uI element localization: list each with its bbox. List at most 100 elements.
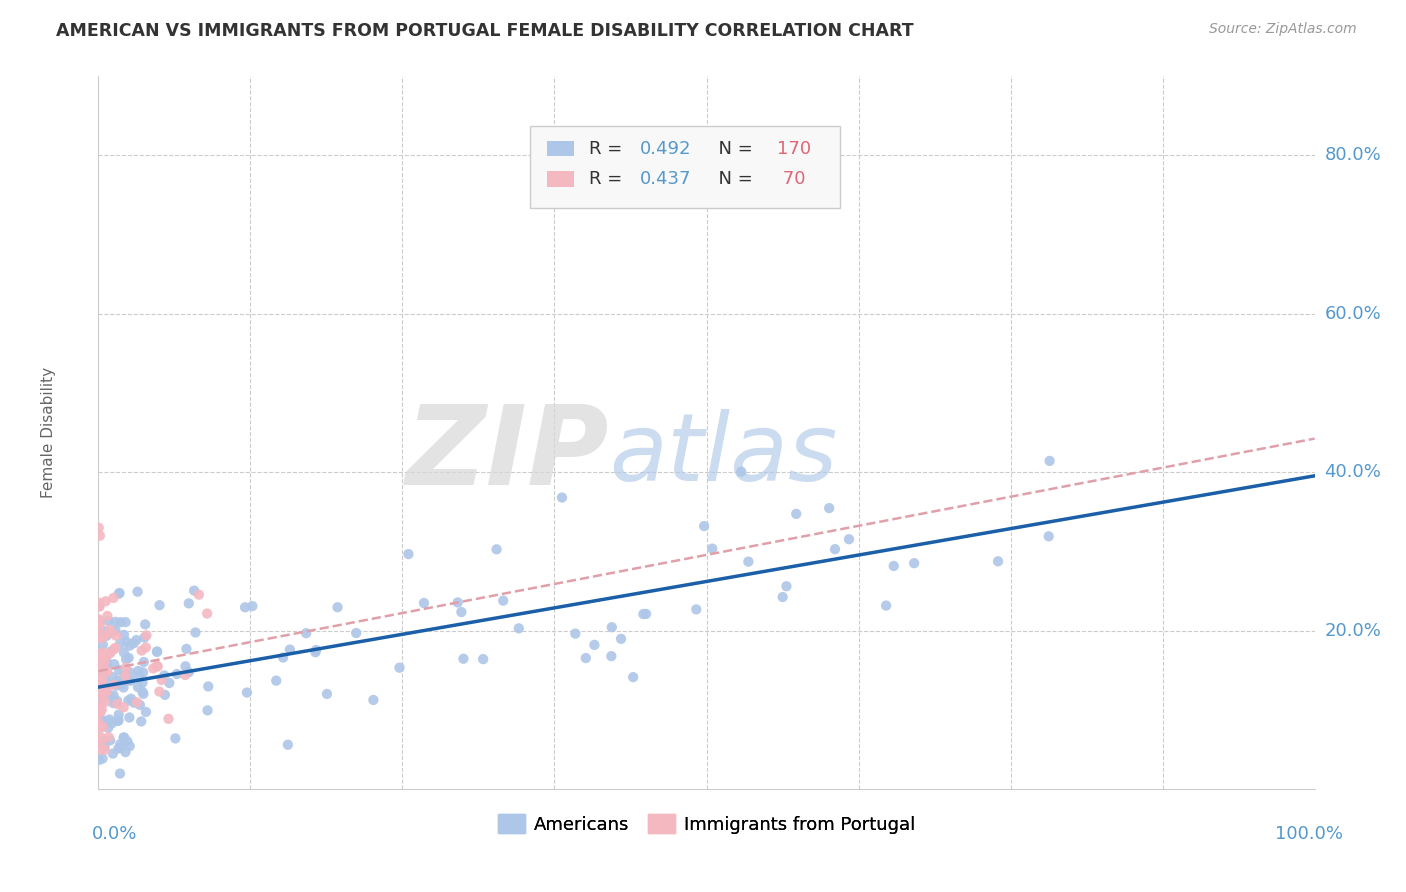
Point — [97, 721, 120, 735]
Point — [122, 636, 145, 650]
Point — [177, 665, 200, 680]
Point — [96, 665, 118, 679]
Point — [112, 645, 135, 659]
Point — [174, 668, 197, 682]
Point — [103, 591, 125, 605]
Point — [115, 667, 138, 681]
Point — [91, 720, 114, 734]
Point — [135, 640, 157, 655]
Point — [87, 708, 110, 723]
Point — [94, 660, 117, 674]
Point — [91, 673, 114, 688]
Point — [87, 622, 110, 636]
Point — [96, 648, 118, 662]
Point — [87, 521, 110, 535]
Point — [1038, 529, 1060, 543]
Point — [388, 661, 411, 675]
Point — [93, 686, 115, 700]
Point — [838, 533, 860, 547]
Point — [89, 690, 111, 705]
Point — [96, 629, 118, 643]
Point — [195, 607, 218, 621]
Point — [110, 740, 132, 755]
Point — [91, 734, 114, 748]
Point — [177, 596, 200, 610]
Point — [146, 645, 169, 659]
Point — [396, 547, 419, 561]
Point — [87, 653, 110, 667]
Point — [450, 605, 472, 619]
Point — [153, 668, 176, 682]
Point — [120, 691, 142, 706]
Point — [98, 646, 121, 660]
Point — [104, 624, 127, 638]
Point — [105, 629, 128, 643]
Point — [87, 657, 110, 672]
Point — [87, 660, 110, 674]
Point — [610, 632, 633, 646]
Point — [98, 713, 121, 727]
Point — [693, 519, 716, 533]
Point — [90, 695, 112, 709]
Point — [87, 753, 110, 767]
Point — [91, 665, 114, 679]
Point — [131, 675, 153, 690]
Point — [103, 693, 125, 707]
Point — [135, 628, 157, 642]
Point — [89, 529, 111, 543]
Text: Source: ZipAtlas.com: Source: ZipAtlas.com — [1209, 22, 1357, 37]
Point — [101, 696, 124, 710]
Point — [305, 643, 328, 657]
Point — [108, 587, 131, 601]
Point — [271, 650, 294, 665]
Point — [110, 737, 132, 751]
Point — [304, 645, 326, 659]
Point — [875, 599, 897, 613]
Point — [89, 657, 111, 672]
Point — [89, 599, 111, 614]
Point — [157, 676, 180, 690]
Point — [107, 741, 129, 756]
Point — [103, 657, 125, 672]
Point — [91, 680, 114, 694]
Point — [97, 689, 120, 703]
Point — [987, 554, 1010, 568]
Point — [97, 677, 120, 691]
Point — [87, 644, 110, 658]
Point — [89, 743, 111, 757]
Point — [87, 657, 110, 671]
Point — [91, 751, 114, 765]
Point — [583, 638, 606, 652]
Point — [120, 673, 142, 688]
Point — [685, 602, 707, 616]
Text: 0.0%: 0.0% — [91, 825, 136, 843]
Point — [93, 650, 115, 665]
Point — [344, 626, 367, 640]
Point — [89, 616, 111, 631]
Point — [150, 673, 173, 687]
Point — [883, 558, 905, 573]
Point — [98, 733, 121, 747]
Point — [772, 590, 794, 604]
FancyBboxPatch shape — [547, 171, 574, 187]
Point — [89, 706, 111, 720]
Point — [326, 600, 349, 615]
Text: 20.0%: 20.0% — [1324, 622, 1381, 640]
Text: N =: N = — [707, 140, 758, 158]
Point — [112, 681, 135, 695]
Text: AMERICAN VS IMMIGRANTS FROM PORTUGAL FEMALE DISABILITY CORRELATION CHART: AMERICAN VS IMMIGRANTS FROM PORTUGAL FEM… — [56, 22, 914, 40]
Point — [87, 673, 110, 688]
Point — [108, 637, 131, 651]
Point — [702, 541, 724, 556]
Point — [89, 625, 111, 640]
Point — [472, 652, 495, 666]
Legend: Americans, Immigrants from Portugal: Americans, Immigrants from Portugal — [491, 807, 922, 841]
Point — [165, 731, 187, 746]
Point — [134, 617, 156, 632]
Point — [492, 593, 515, 607]
Point — [277, 738, 299, 752]
Point — [785, 507, 807, 521]
Point — [89, 668, 111, 682]
Point — [96, 608, 118, 623]
Point — [93, 684, 115, 698]
